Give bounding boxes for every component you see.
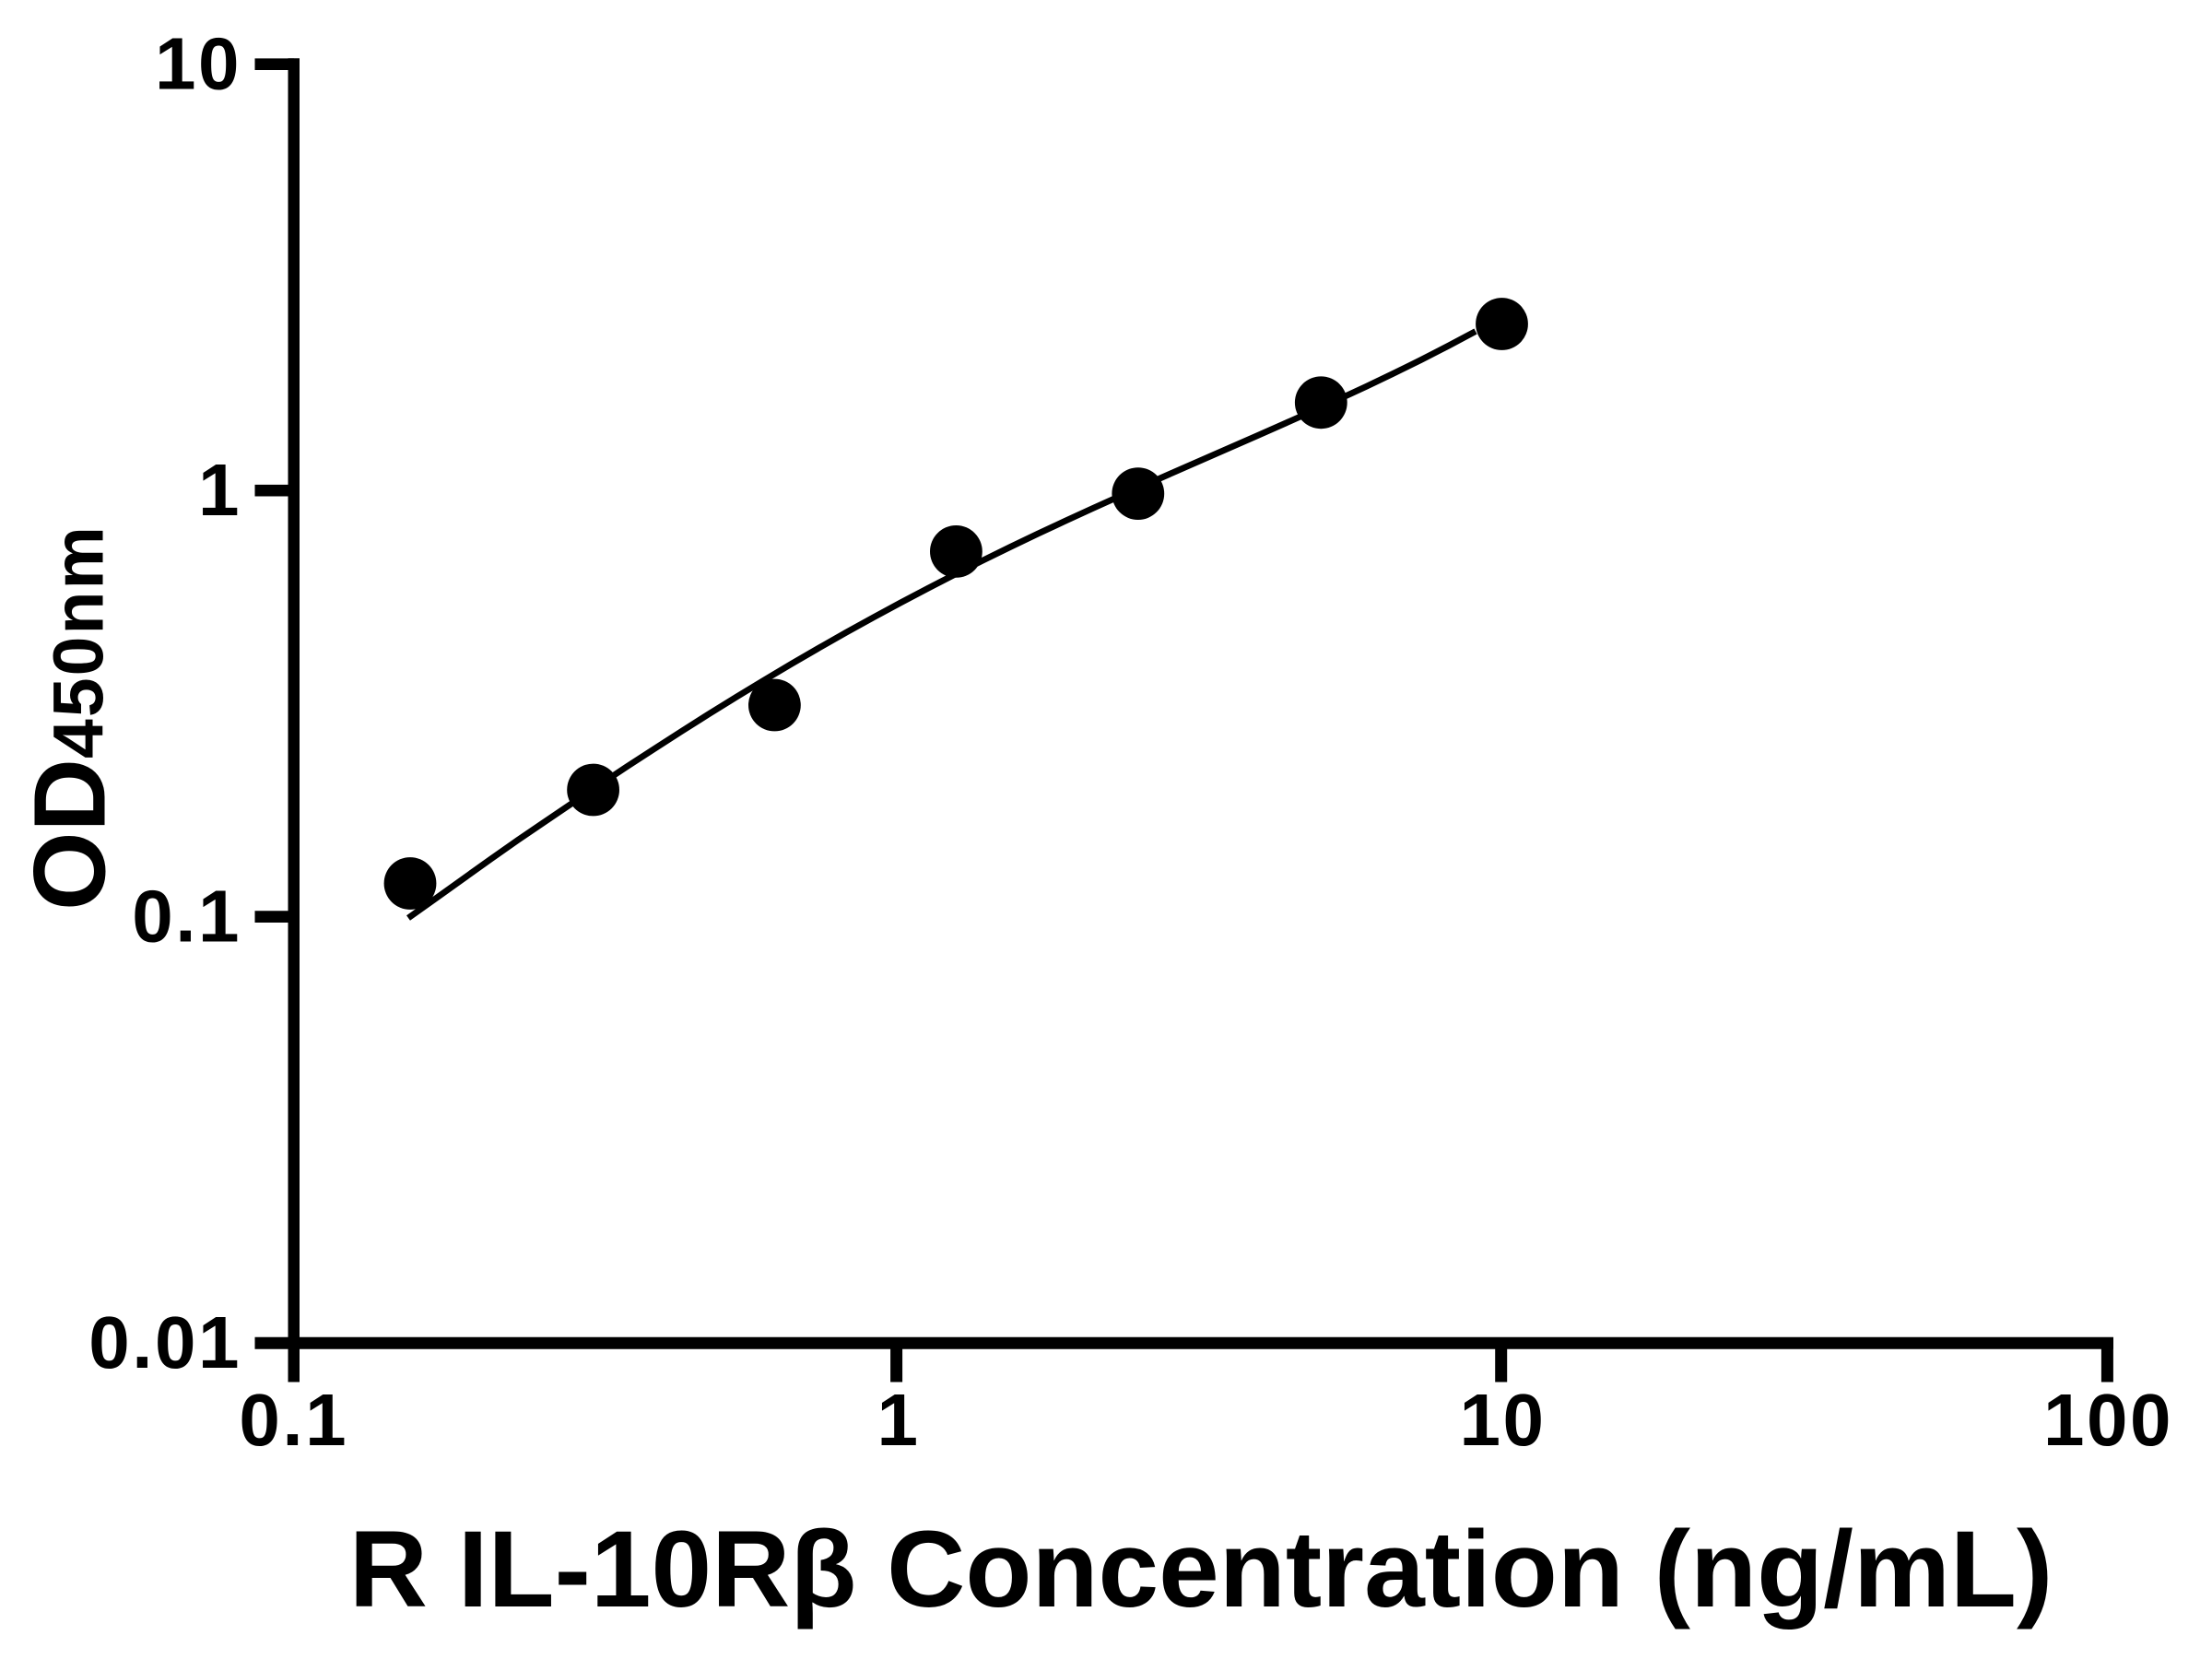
svg-text:10: 10 [155,23,241,105]
svg-text:0.01: 0.01 [88,1301,241,1383]
svg-text:10: 10 [1460,1379,1547,1461]
svg-text:1: 1 [877,1379,921,1461]
svg-text:100: 100 [2043,1379,2173,1461]
svg-text:R IL-10Rβ Concentration (ng/mL: R IL-10Rβ Concentration (ng/mL) [349,1509,2053,1630]
svg-text:0.1: 0.1 [132,876,241,958]
svg-text:0.1: 0.1 [239,1379,348,1461]
svg-text:1: 1 [198,449,241,531]
